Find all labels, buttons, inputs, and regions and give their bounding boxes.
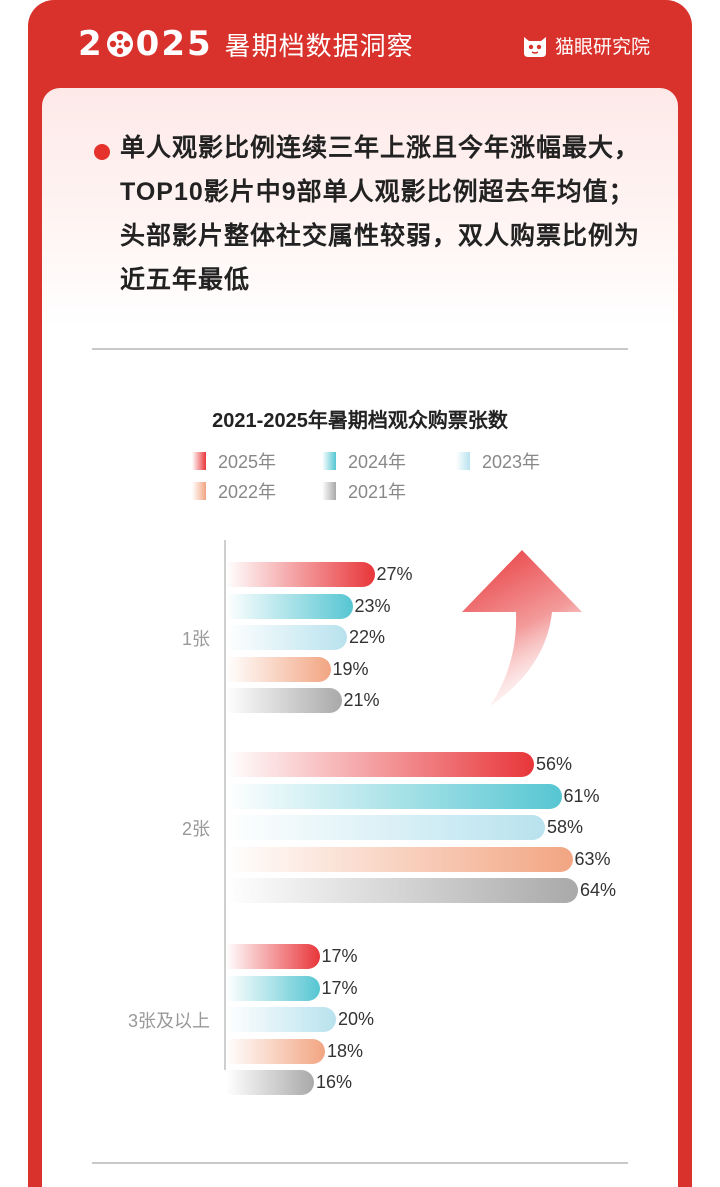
bar (226, 562, 375, 587)
header: 2 025 暑期档数据洞察 猫眼研究院 (28, 0, 692, 88)
legend-label: 2024年 (348, 452, 407, 472)
bullet-dot (94, 144, 110, 160)
bar (226, 1038, 325, 1064)
legend-label: 2025年 (218, 452, 277, 472)
header-year: 2 025 (78, 24, 213, 64)
headline-text: 单人观影比例连续三年上涨且今年涨幅最大，TOP10影片中9部单人观影比例超去年均… (120, 134, 641, 294)
legend-swatch (322, 452, 336, 470)
bar (226, 783, 562, 809)
bar-value-label: 58% (547, 817, 584, 837)
legend-item: 2023年 (456, 448, 540, 474)
bar (226, 625, 347, 650)
bar-value-label: 63% (574, 848, 611, 869)
brand: 猫眼研究院 (521, 30, 650, 60)
bar (226, 975, 320, 1001)
legend-item: 2025年 (192, 448, 276, 474)
bar-value-label: 18% (327, 1040, 364, 1061)
bar (226, 593, 353, 619)
legend-item: 2021年 (322, 478, 406, 504)
header-title: 2 025 暑期档数据洞察 (78, 22, 414, 66)
bar-value-label: 17% (321, 977, 358, 998)
rising-arrow-icon (462, 550, 582, 706)
bar (226, 1007, 336, 1032)
divider-top (92, 348, 628, 350)
bar (226, 1070, 314, 1095)
bar-value-label: 61% (563, 785, 600, 806)
bar-value-label: 22% (349, 627, 386, 647)
bar (226, 688, 342, 713)
header-title-text: 暑期档数据洞察 (224, 30, 414, 61)
legend-swatch (192, 482, 206, 500)
divider-bottom (92, 1162, 628, 1164)
category-label: 3张及以上 (127, 1011, 210, 1031)
bar (226, 878, 578, 903)
legend-swatch (322, 482, 336, 500)
legend-label: 2022年 (218, 482, 277, 502)
legend-item: 2024年 (322, 448, 406, 474)
category-label: 1张 (181, 629, 210, 649)
bar-value-label: 27% (376, 564, 413, 584)
bar-value-label: 23% (354, 595, 391, 616)
film-reel-icon (106, 31, 133, 57)
legend-label: 2021年 (348, 482, 407, 502)
bar-value-label: 16% (316, 1072, 353, 1092)
category-label: 2张 (181, 819, 210, 839)
bar (226, 846, 573, 872)
bar (226, 944, 320, 969)
cat-eye-logo-icon (523, 37, 546, 57)
legend-label: 2023年 (482, 452, 541, 472)
bar (226, 752, 534, 777)
bar-value-label: 64% (580, 880, 617, 900)
legend-swatch (192, 452, 206, 470)
brand-name: 猫眼研究院 (554, 36, 650, 58)
bar (226, 656, 331, 682)
chart-title: 2021-2025年暑期档观众购票张数 (212, 410, 508, 432)
bar-value-label: 19% (332, 658, 369, 679)
poster-frame: 2 025 暑期档数据洞察 猫眼研究院 (28, 0, 692, 1187)
bar-value-label: 21% (343, 690, 380, 710)
bar-value-label: 56% (536, 754, 573, 774)
legend-item: 2022年 (192, 478, 276, 504)
chart-axis (224, 540, 226, 1070)
bar-value-label: 20% (338, 1009, 375, 1029)
content-card: 单人观影比例连续三年上涨且今年涨幅最大，TOP10影片中9部单人观影比例超去年均… (42, 88, 678, 1187)
legend-swatch (456, 452, 470, 470)
bar-value-label: 17% (321, 946, 358, 966)
bar (226, 815, 545, 840)
